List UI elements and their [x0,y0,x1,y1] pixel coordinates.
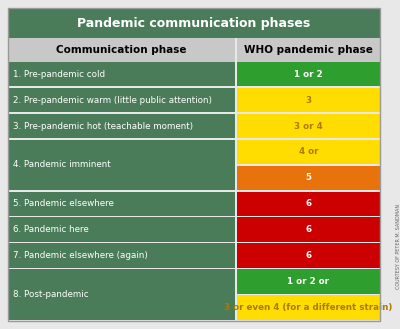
Text: 5: 5 [305,173,311,182]
Text: 3 or 4: 3 or 4 [294,121,323,131]
Text: 3 or even 4 (for a different strain): 3 or even 4 (for a different strain) [224,303,392,312]
Text: 1 or 2: 1 or 2 [294,70,323,79]
Bar [237,295,380,319]
Bar [237,165,380,190]
Text: 3: 3 [305,96,312,105]
Bar [237,217,380,242]
Bar [8,191,235,216]
Bar [8,217,235,242]
Text: WHO pandemic phase: WHO pandemic phase [244,45,373,55]
Text: 5. Pandemic elsewhere: 5. Pandemic elsewhere [13,199,114,208]
Bar [237,191,380,216]
Text: 2. Pre-pandemic warm (little public attention): 2. Pre-pandemic warm (little public atte… [13,96,212,105]
Text: 7. Pandemic elsewhere (again): 7. Pandemic elsewhere (again) [13,251,148,260]
Bar [8,243,235,268]
Bar [237,269,380,293]
Text: Communication phase: Communication phase [56,45,187,55]
Bar [8,269,235,319]
Text: 1 or 2 or: 1 or 2 or [287,277,329,286]
Text: 4 or: 4 or [299,147,318,156]
Bar [8,8,380,38]
Bar [8,88,235,112]
Text: 3. Pre-pandemic hot (teachable moment): 3. Pre-pandemic hot (teachable moment) [13,121,193,131]
Text: 6: 6 [305,225,312,234]
Text: 8. Post-pandemic: 8. Post-pandemic [13,290,89,299]
Text: 6: 6 [305,199,312,208]
Bar [8,62,235,87]
Text: 6: 6 [305,251,312,260]
Bar [237,114,380,138]
Bar [237,62,380,87]
Bar [237,243,380,268]
Bar [237,88,380,112]
Bar [8,114,235,138]
Text: Pandemic communication phases: Pandemic communication phases [77,16,311,30]
Bar [8,38,235,62]
Bar [8,140,235,190]
Bar [237,140,380,164]
Text: COURTESY OF PETER M. SANDMAN: COURTESY OF PETER M. SANDMAN [396,204,400,289]
Text: 4. Pandemic imminent: 4. Pandemic imminent [13,160,111,169]
Text: 1. Pre-pandemic cold: 1. Pre-pandemic cold [13,70,105,79]
Bar [237,38,380,62]
Text: 6. Pandemic here: 6. Pandemic here [13,225,89,234]
